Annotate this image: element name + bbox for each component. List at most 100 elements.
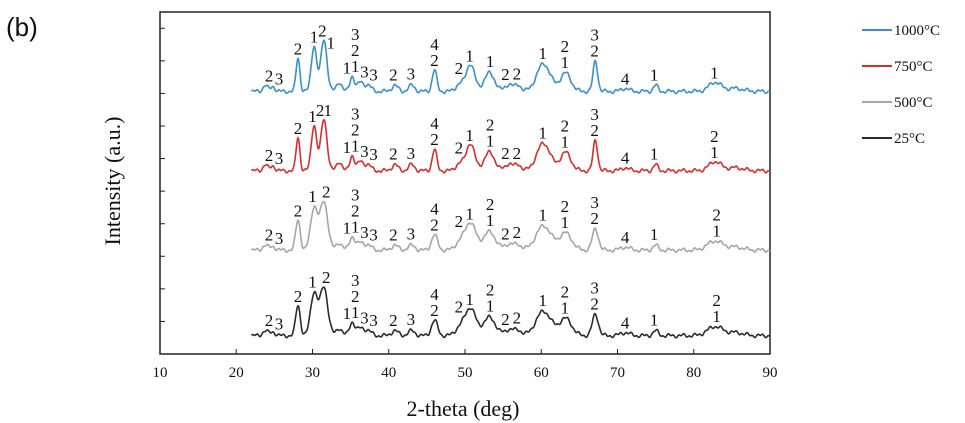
series-line-3 [250,286,771,339]
peak-label: 4 [430,199,439,218]
peak-label: 2 [389,311,398,330]
peak-label: 4 [430,285,439,304]
peak-label: 3 [351,271,360,290]
series-line-0 [250,39,771,95]
peak-label: 1 [650,225,659,244]
peak-label: 1 [539,44,548,63]
peak-label: 1 [465,46,474,65]
x-tick-label: 30 [305,365,320,381]
peak-label: 2 [501,144,510,163]
legend-label: 1000°C [894,23,940,39]
peak-label: 2 [265,66,274,85]
peak-label: 1 [712,222,721,241]
peak-label: 3 [590,279,599,298]
peak-label: 1 [308,107,317,126]
peak-label: 2 [455,138,464,157]
peak-label: 1 [561,53,570,72]
peak-label: 3 [351,186,360,205]
peak-label: 2 [351,121,360,140]
peak-label: 3 [590,25,599,44]
peak-label: 2 [265,311,274,330]
peak-label: 2 [455,212,464,231]
x-tick-label: 90 [763,365,778,381]
peak-label: 3 [590,105,599,124]
x-tick-label: 10 [153,365,168,381]
legend: 1000°C 750°C 500°C 25°C [862,23,940,147]
peak-label: 2 [294,201,303,220]
peak-label: 2 [455,298,464,317]
peak-label: 1 [343,138,352,157]
peak-label: 1 [327,34,336,53]
series-line-1 [250,118,771,174]
peak-label: 2 [501,65,510,84]
peak-label: 2 [590,209,599,228]
peak-label: 1 [351,303,360,322]
peak-label: 1 [650,65,659,84]
peak-label: 2 [316,101,325,120]
peak-label: 1 [539,291,548,310]
peak-label: 2 [590,295,599,314]
y-ticks [160,27,165,322]
peak-label: 1 [561,213,570,232]
peak-label: 2 [486,280,495,299]
peak-label: 2 [513,65,522,84]
y-axis-title: Intensity (a.u.) [100,117,125,246]
peak-label: 2 [561,282,570,301]
peak-label: 2 [322,183,331,202]
peak-label: 3 [360,223,369,242]
peak-label: 2 [712,206,721,225]
peak-label: 3 [351,105,360,124]
peak-label: 1 [465,204,474,223]
peak-label: 1 [650,311,659,330]
peak-label: 1 [539,123,548,142]
peak-label: 1 [351,57,360,76]
peak-label: 2 [486,195,495,214]
peak-label: 1 [486,52,495,71]
peak-label: 2 [430,130,439,149]
peak-label: 1 [308,187,317,206]
peak-label: 1 [710,63,719,82]
peak-label: 1 [486,296,495,315]
peak-label: 2 [501,224,510,243]
x-tick-label: 40 [381,365,396,381]
peak-label: 2 [294,287,303,306]
peak-label: 4 [621,228,630,247]
peak-label: 1 [351,218,360,237]
peak-label: 2 [501,310,510,329]
peak-label: 2 [513,223,522,242]
peak-label: 1 [710,143,719,162]
series-line-2 [250,200,771,254]
peak-label: 2 [389,145,398,164]
peak-label: 2 [430,51,439,70]
x-ticks: 10 20 30 40 50 60 70 80 90 [153,349,778,381]
x-tick-label: 70 [610,365,625,381]
peak-label: 1 [343,58,352,77]
peak-label: 4 [430,35,439,54]
peak-label: 2 [430,215,439,234]
peak-label: 3 [275,149,284,168]
peak-label: 2 [351,41,360,60]
peak-label: 2 [294,39,303,58]
legend-label: 750°C [894,59,933,75]
peak-label: 3 [407,310,416,329]
peak-label: 2 [486,115,495,134]
x-tick-label: 80 [686,365,701,381]
peak-label: 1 [539,206,548,225]
peak-label: 3 [351,25,360,44]
peak-label: 3 [369,145,378,164]
peak-label: 1 [351,137,360,156]
peak-label: 2 [513,309,522,328]
peak-label: 3 [360,308,369,327]
peak-label: 3 [275,315,284,334]
peak-label: 3 [275,229,284,248]
peak-label: 3 [369,66,378,85]
legend-label: 500°C [894,95,933,111]
peak-label: 1 [561,133,570,152]
peak-label: 2 [318,21,327,40]
peak-label: 2 [389,65,398,84]
peak-label: 1 [465,126,474,145]
peak-label: 1 [486,131,495,150]
peak-label: 1 [308,273,317,292]
peak-label: 3 [360,142,369,161]
